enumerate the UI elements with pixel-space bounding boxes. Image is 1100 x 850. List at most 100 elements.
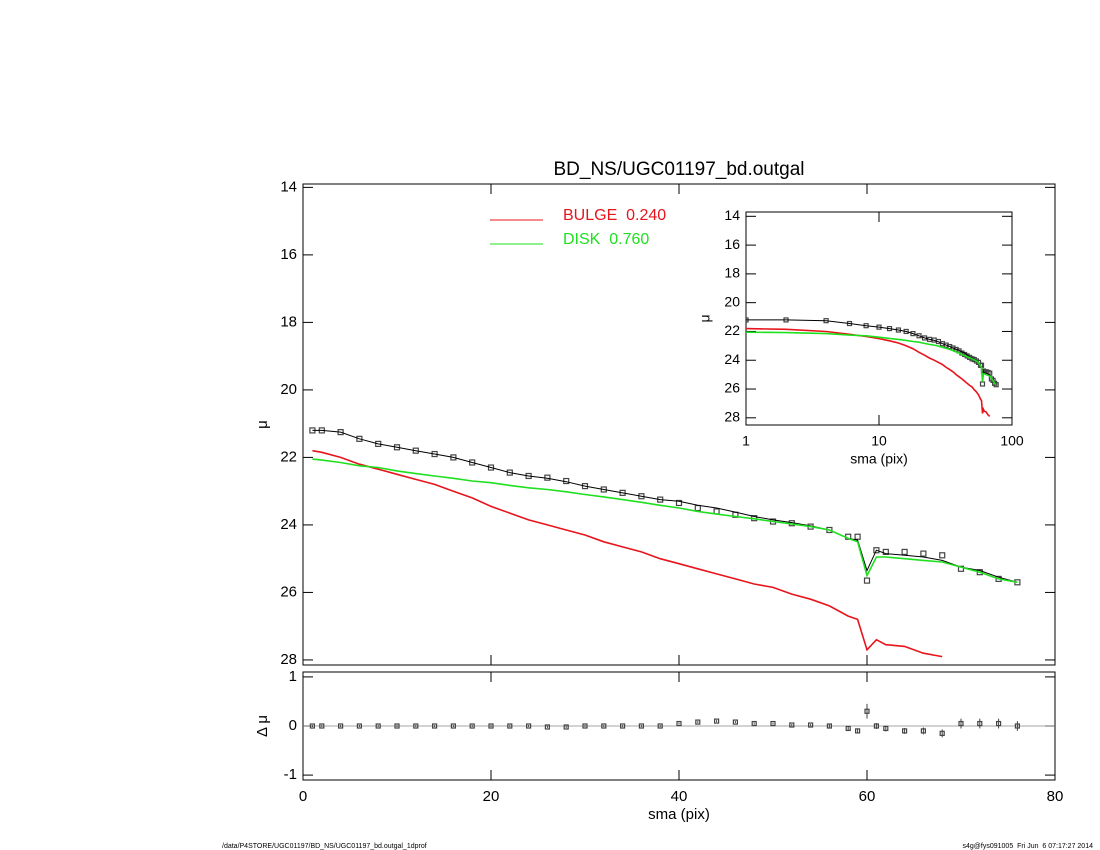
residual-point [432,723,438,729]
plot-area [309,427,1021,658]
data-point [939,552,946,559]
residual-point [873,723,880,729]
y-tick-label: 28 [724,409,740,425]
footer-left: /data/P4STORE/UGC01197/BD_NS/UGC01197_bd… [222,843,427,850]
y-tick-label: 0 [289,717,297,734]
plot-area [303,703,1055,738]
chart-title: BD_NS/UGC01197_bd.outgal [553,159,804,180]
residual-point [939,730,945,736]
y-tick-label: 20 [724,293,740,309]
x-tick-label: 60 [859,788,876,805]
y-tick-label: 22 [280,448,297,465]
legend-label: BULGE 0.240 [563,207,666,224]
residual-point [394,723,400,729]
x-tick-label: 20 [483,788,500,805]
residual-point [807,722,814,728]
profile-line [312,429,1018,583]
y-tick-label: 1 [289,668,297,685]
residual-point [544,724,551,730]
y-axis-label: Δ μ [254,715,271,737]
residual-point [488,723,494,729]
residual-point [638,723,645,729]
y-tick-label: 18 [724,265,740,281]
x-tick-label: 40 [671,788,688,805]
x-axis-label: sma (pix) [648,806,710,823]
residual-point [375,723,381,729]
footer-right: s4g@fys091005 Fri Jun 6 07:17:27 2014 [963,843,1094,850]
profile-line [746,319,997,385]
y-tick-label: 16 [724,236,740,252]
x-tick-label: 1 [742,433,750,449]
data-point [910,331,916,337]
data-point [469,459,476,466]
residual-point [507,723,513,729]
residual-point [619,723,626,729]
residual-point [1014,723,1021,729]
profile-line [312,458,1018,584]
residual-point [883,725,889,732]
x-axis-label: sma (pix) [850,451,908,467]
residual-point [338,723,344,729]
x-tick-label: 0 [299,788,307,805]
residual-point [601,723,607,729]
y-tick-label: 28 [280,651,297,668]
residual-point [525,723,532,729]
residual-point [920,728,927,734]
data-point [901,548,908,556]
residual-point [582,723,588,729]
residual-point [854,728,861,734]
data-point [487,464,495,471]
data-point [694,504,701,512]
data-point [863,577,871,584]
residual-point [309,723,315,729]
plot-area [746,317,999,417]
y-tick-label: 24 [724,351,740,367]
x-tick-label: 100 [1000,433,1024,449]
residual-point [958,720,964,727]
data-point [356,435,363,442]
residual-point [563,724,569,730]
residual-point [713,718,720,724]
residual-point [469,723,475,729]
residual-point [826,723,833,729]
residual-point [450,723,456,729]
data-point [873,547,880,554]
x-tick-label: 10 [871,433,887,449]
y-axis-label: μ [697,314,713,322]
data-point [921,335,928,341]
residual-point [657,723,663,729]
residual-point [732,719,739,725]
y-tick-label: 16 [280,246,297,263]
data-point [920,550,927,557]
y-tick-label: 20 [280,381,297,398]
residual-point [864,708,870,714]
residual-point [977,720,983,727]
x-tick-label: 80 [1047,788,1064,805]
y-tick-label: 18 [280,313,297,330]
residual-point [695,719,701,725]
y-tick-label: -1 [284,766,297,783]
residual-point [770,720,776,727]
residual-point [901,728,908,734]
inset-background [746,212,1012,425]
residual-point [789,722,795,728]
y-tick-label: 26 [724,380,740,396]
y-tick-label: 24 [280,516,297,533]
data-point [854,533,861,540]
data-point [916,333,922,339]
residual-point [751,720,757,727]
legend-label: DISK 0.760 [563,231,649,248]
residual-point [845,725,851,732]
y-tick-label: 26 [280,583,297,600]
y-axis-label: μ [254,420,271,429]
residual-point [676,720,682,727]
y-tick-label: 22 [724,322,740,338]
profile-line [312,449,943,658]
y-tick-label: 14 [724,207,740,223]
profile-line [746,327,991,417]
y-tick-label: 14 [280,178,297,195]
residual-point [413,723,419,729]
data-point [882,548,889,556]
profile-line [746,331,997,386]
